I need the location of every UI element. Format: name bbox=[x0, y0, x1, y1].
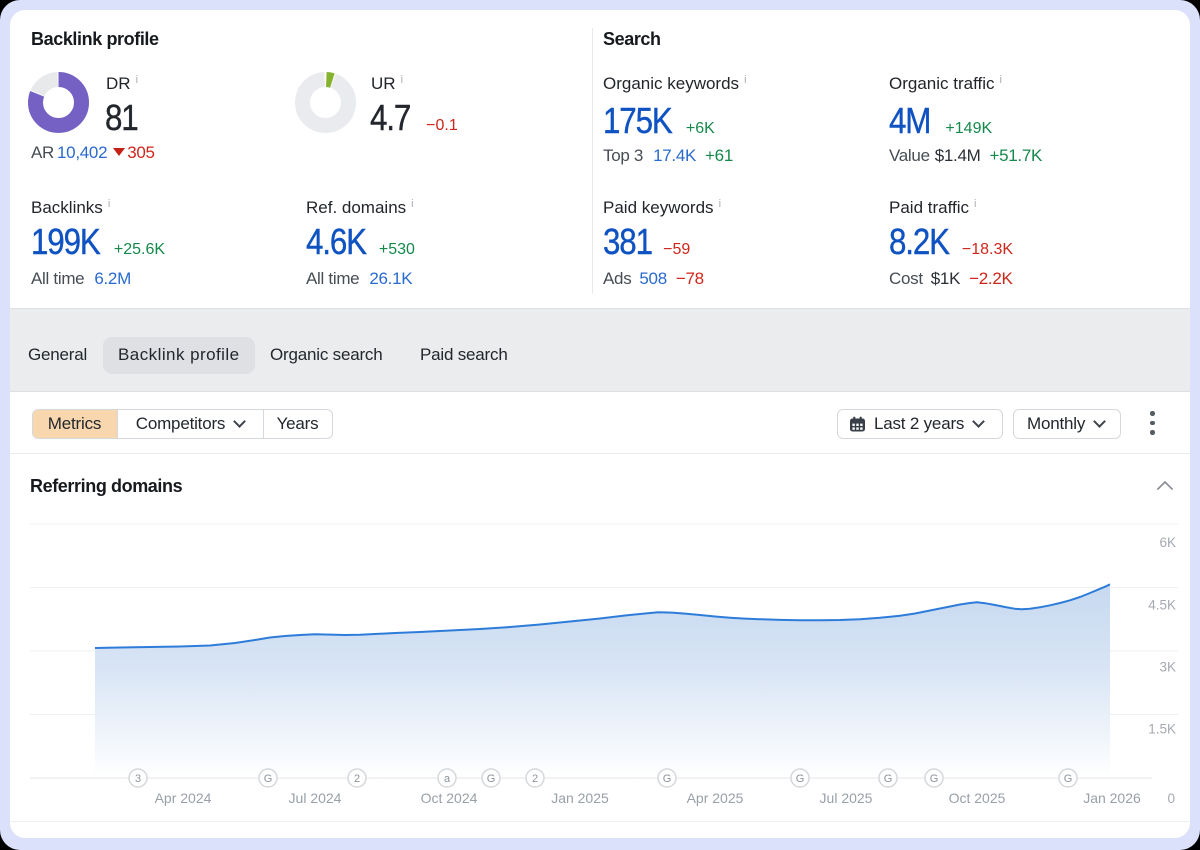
svg-text:Oct 2024: Oct 2024 bbox=[421, 790, 478, 806]
svg-text:G: G bbox=[1064, 773, 1073, 785]
svg-text:a: a bbox=[444, 773, 451, 785]
svg-text:3K: 3K bbox=[1159, 660, 1176, 675]
svg-text:G: G bbox=[930, 773, 939, 785]
svg-text:G: G bbox=[884, 773, 893, 785]
svg-text:G: G bbox=[796, 773, 805, 785]
svg-text:Jul 2024: Jul 2024 bbox=[289, 790, 342, 806]
svg-text:0: 0 bbox=[1167, 791, 1175, 806]
svg-text:Jan 2025: Jan 2025 bbox=[551, 790, 609, 806]
svg-text:2: 2 bbox=[354, 773, 360, 785]
svg-text:G: G bbox=[487, 773, 496, 785]
svg-text:G: G bbox=[663, 773, 672, 785]
svg-text:Apr 2025: Apr 2025 bbox=[687, 790, 744, 806]
svg-text:3: 3 bbox=[135, 773, 141, 785]
svg-text:Jul 2025: Jul 2025 bbox=[820, 790, 873, 806]
svg-text:Oct 2025: Oct 2025 bbox=[949, 790, 1006, 806]
svg-text:Apr 2024: Apr 2024 bbox=[155, 790, 212, 806]
svg-text:6K: 6K bbox=[1159, 535, 1176, 550]
svg-text:1.5K: 1.5K bbox=[1148, 722, 1176, 737]
svg-text:2: 2 bbox=[532, 773, 538, 785]
svg-text:G: G bbox=[264, 773, 273, 785]
svg-text:Jan 2026: Jan 2026 bbox=[1083, 790, 1141, 806]
svg-text:4.5K: 4.5K bbox=[1148, 598, 1176, 613]
